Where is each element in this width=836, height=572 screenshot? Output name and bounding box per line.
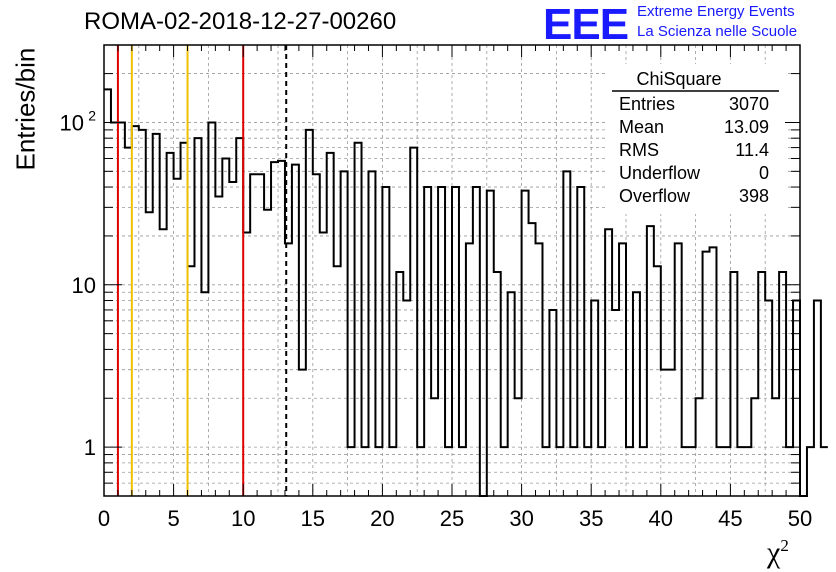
page-title: ROMA-02-2018-12-27-00260 <box>84 8 397 35</box>
x-tick-label: 30 <box>509 506 533 531</box>
x-tick-label: 20 <box>370 506 394 531</box>
stats-row-value: 0 <box>759 163 769 183</box>
x-axis-label-base: χ <box>767 536 781 569</box>
x-tick-label: 5 <box>167 506 179 531</box>
stats-row-label: Overflow <box>619 186 691 206</box>
x-tick-label: 25 <box>440 506 464 531</box>
x-tick-label: 35 <box>579 506 603 531</box>
x-tick-label: 15 <box>301 506 325 531</box>
x-tick-label: 40 <box>649 506 673 531</box>
x-tick-label: 45 <box>718 506 742 531</box>
stats-row-value: 11.4 <box>735 140 769 160</box>
stats-box-name: ChiSquare <box>636 69 721 89</box>
x-axis-label-sup: 2 <box>780 536 789 555</box>
stats-row-value: 398 <box>739 186 769 206</box>
brand-line-2: La Scienza nelle Scuole <box>637 23 798 40</box>
y-axis-label: Entries/bin <box>10 47 41 171</box>
stats-row-label: Underflow <box>619 163 701 183</box>
x-tick-label: 10 <box>231 506 255 531</box>
x-axis-label: χ2 <box>767 536 789 570</box>
eee-logo: EEE <box>543 0 629 49</box>
stats-row-label: Entries <box>619 94 675 114</box>
y-tick-label: 1 <box>84 435 96 460</box>
y-tick-label: 10 <box>60 110 84 135</box>
stats-row-value: 13.09 <box>724 117 769 137</box>
stats-row-label: Mean <box>619 117 664 137</box>
y-tick-label-exponent: 2 <box>88 107 96 123</box>
stats-row-label: RMS <box>619 140 659 160</box>
x-tick-label: 0 <box>98 506 110 531</box>
stats-row-value: 3070 <box>729 94 769 114</box>
x-tick-label: 50 <box>788 506 812 531</box>
histogram-line <box>104 88 828 497</box>
brand-text: Extreme Energy Events La Scienza nelle S… <box>637 2 797 42</box>
brand-line-1: Extreme Energy Events <box>637 3 795 20</box>
y-tick-label: 10 <box>72 273 96 298</box>
stats-box <box>607 64 785 214</box>
